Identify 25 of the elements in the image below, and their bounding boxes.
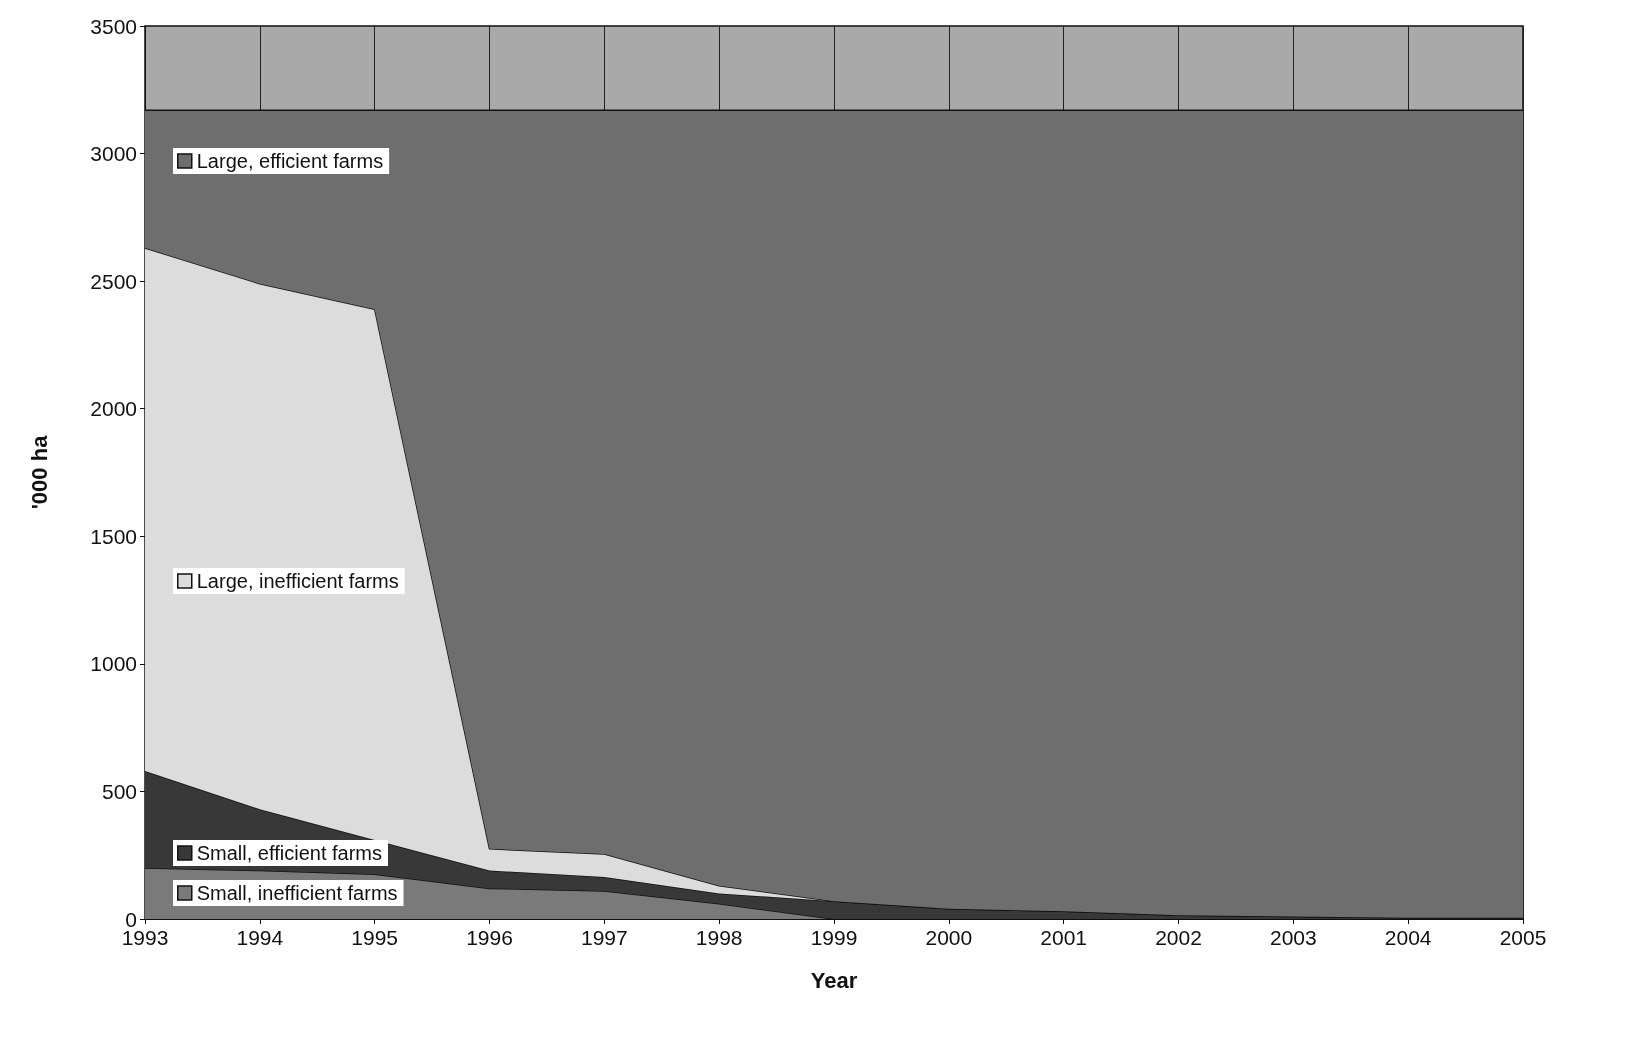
x-tick-label: 1999 [810, 926, 858, 949]
legend-label: Large, inefficient farms [196, 570, 399, 592]
y-tick-label: 3500 [90, 14, 137, 38]
x-tick-label: 2003 [1269, 926, 1317, 949]
legend-label: Small, inefficient farms [196, 882, 398, 904]
x-axis-title: Year [810, 967, 858, 993]
legend-label: Large, efficient farms [196, 150, 384, 172]
y-tick-label: 1500 [90, 524, 137, 548]
x-tick-label: 2005 [1499, 926, 1547, 949]
x-tick-label: 2001 [1040, 926, 1088, 949]
x-tick-label: 1997 [580, 926, 628, 949]
y-tick-label: 500 [101, 779, 137, 803]
x-tick-label: 2002 [1155, 926, 1202, 949]
x-tick-label: 2004 [1384, 926, 1432, 949]
x-tick-label: 1995 [351, 926, 399, 949]
x-tick-label: 1996 [466, 926, 513, 949]
x-tick-label: 1994 [236, 926, 284, 949]
x-tick-label: 1998 [695, 926, 743, 949]
y-tick-label: 1000 [90, 652, 137, 676]
y-tick-label: 3000 [90, 142, 137, 166]
x-tick-label: 2000 [925, 926, 973, 949]
y-tick-label: 2500 [90, 269, 137, 293]
y-tick-label: 2000 [90, 397, 137, 421]
legend-label: Small, efficient farms [196, 842, 382, 864]
y-axis-title: '000 ha [26, 434, 52, 510]
